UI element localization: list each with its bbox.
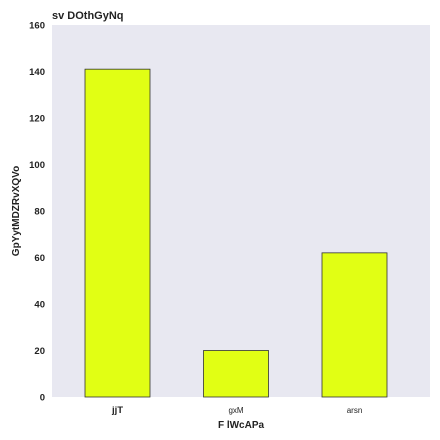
y-axis-ticks: 0 20 40 60 80 100 120 140 160 [29, 21, 45, 404]
x-axis-label: F lWcAPa [218, 420, 265, 431]
y-tick-label: 80 [34, 207, 45, 218]
x-tick-label: arsn [347, 406, 363, 415]
chart-title: sv DOthGyNq [52, 10, 124, 22]
x-axis-ticks: jjT gxM arsn [111, 405, 362, 416]
y-tick-label: 60 [34, 253, 45, 264]
y-axis-label: GpYytMDZRvXQVo [11, 166, 22, 256]
y-tick-label: 100 [29, 160, 45, 171]
bar-arsn [322, 253, 387, 397]
y-tick-label: 20 [34, 346, 45, 357]
y-tick-label: 0 [40, 393, 45, 404]
x-tick-label: jjT [111, 405, 123, 416]
y-tick-label: 40 [34, 300, 45, 311]
y-tick-label: 160 [29, 21, 45, 32]
y-tick-label: 140 [29, 67, 45, 78]
y-tick-label: 120 [29, 114, 45, 125]
bar-jjT [85, 69, 150, 397]
x-tick-label: gxM [228, 406, 243, 415]
bar-gxM [204, 351, 269, 398]
